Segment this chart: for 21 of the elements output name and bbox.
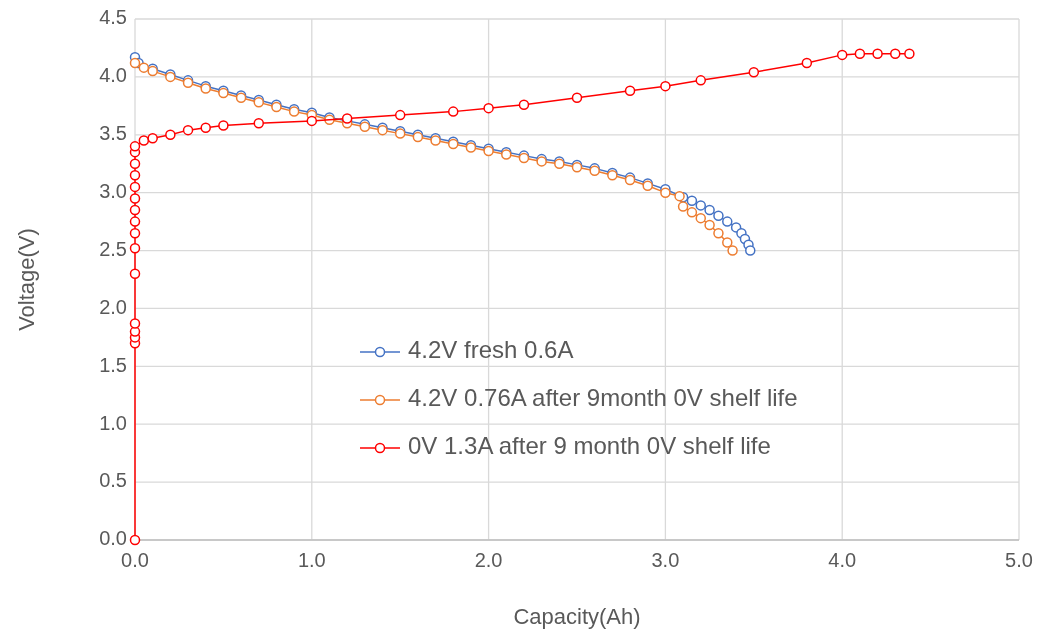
x-tick-label: 0.0 bbox=[121, 549, 149, 572]
legend-label: 4.2V fresh 0.6A bbox=[408, 336, 574, 364]
x-axis-title: Capacity(Ah) bbox=[513, 604, 641, 629]
y-tick-label: 4.0 bbox=[99, 64, 127, 87]
y-tick-label: 2.5 bbox=[99, 237, 127, 260]
y-tick-label: 0.5 bbox=[99, 469, 127, 492]
y-tick-label: 3.0 bbox=[99, 179, 127, 202]
y-tick-label: 1.5 bbox=[99, 353, 127, 376]
y-tick-label: 1.0 bbox=[99, 411, 127, 434]
x-tick-label: 4.0 bbox=[828, 549, 857, 572]
x-tick-label: 5.0 bbox=[1005, 549, 1033, 572]
y-tick-label: 0.0 bbox=[99, 527, 127, 550]
x-tick-label: 1.0 bbox=[297, 549, 326, 572]
y-axis-title: Voltage(V) bbox=[14, 228, 39, 331]
y-tick-label: 2.0 bbox=[99, 295, 127, 318]
y-tick-label: 3.5 bbox=[99, 122, 127, 145]
x-tick-label: 2.0 bbox=[474, 549, 503, 572]
legend-label: 0V 1.3A after 9 month 0V shelf life bbox=[408, 432, 771, 460]
y-tick-label: 4.5 bbox=[99, 6, 127, 29]
legend-label: 4.2V 0.76A after 9month 0V shelf life bbox=[408, 384, 798, 412]
x-tick-label: 3.0 bbox=[651, 549, 680, 572]
